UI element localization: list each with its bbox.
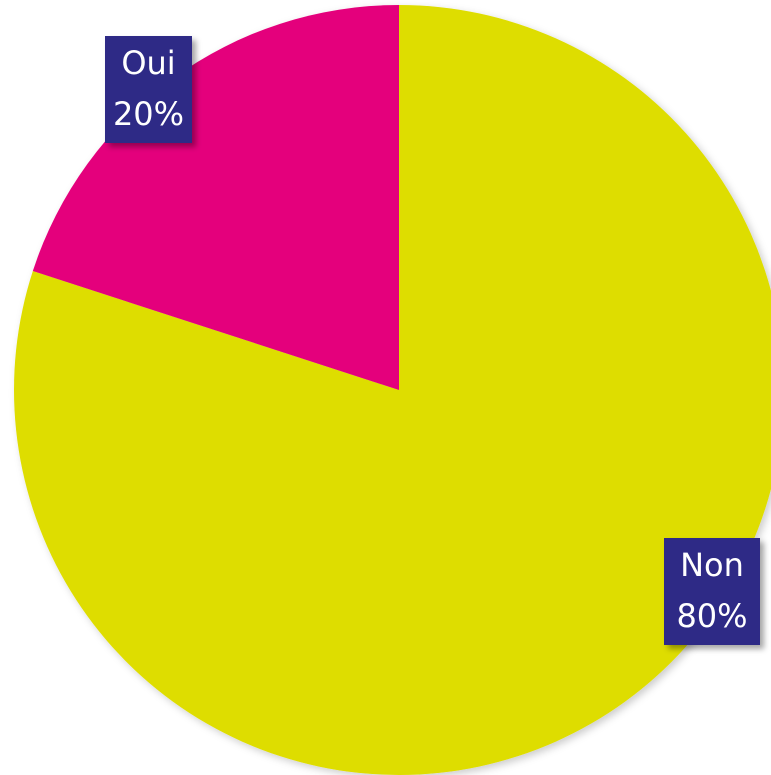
label-box [105, 36, 192, 143]
label-value: 20% [113, 95, 184, 133]
pie-slice [14, 5, 771, 775]
pie-slice [32, 5, 400, 390]
label-name: Oui [121, 44, 175, 82]
slice-label: Oui 20% [105, 36, 192, 143]
label-box [664, 538, 760, 645]
labels: Non 80% Oui 20% [105, 36, 760, 645]
label-value: 80% [676, 597, 747, 635]
label-name: Non [680, 546, 744, 584]
pie [14, 5, 771, 775]
slice-label: Non 80% [664, 538, 760, 645]
